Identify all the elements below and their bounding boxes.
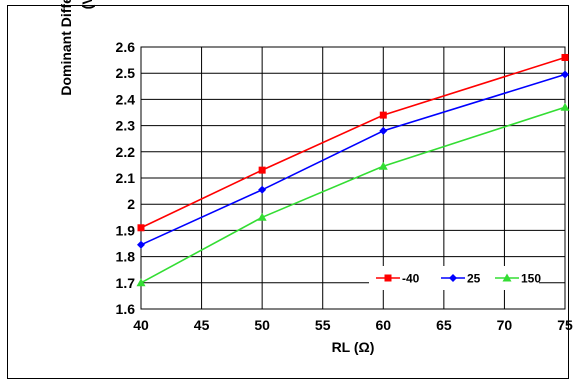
x-tick-label: 40 — [133, 317, 149, 333]
x-tick-label: 75 — [557, 317, 573, 333]
data-point — [560, 102, 570, 111]
data-point — [379, 111, 387, 119]
x-tick-label: 55 — [315, 317, 331, 333]
y-tick-label: 2 — [127, 196, 135, 212]
legend-label: 25 — [467, 272, 481, 286]
grid — [140, 46, 566, 310]
data-point — [561, 70, 569, 79]
data-point — [257, 212, 267, 221]
y-tick-label: 2.5 — [116, 65, 136, 81]
legend-label: -40 — [402, 272, 420, 286]
data-point — [258, 185, 267, 194]
series-line — [140, 73, 566, 246]
legend-marker — [449, 274, 457, 282]
x-tick-labels: 40 45 50 55 60 65 70 75 — [133, 317, 573, 333]
series-line — [140, 106, 566, 284]
x-tick-label: 50 — [254, 317, 270, 333]
y-tick-label: 2.6 — [116, 39, 136, 55]
series-1 — [137, 70, 569, 249]
x-tick-label: 45 — [194, 317, 210, 333]
legend-label: 150 — [521, 272, 541, 286]
x-tick-label: 60 — [375, 317, 391, 333]
series-line — [140, 56, 566, 229]
x-tick-label: 65 — [436, 317, 452, 333]
x-axis-title: RL (Ω) — [332, 339, 375, 355]
data-point — [137, 240, 145, 249]
legend-marker — [502, 273, 512, 282]
legend: -40 25 150 — [369, 266, 541, 290]
y-tick-label: 1.6 — [116, 301, 136, 317]
x-tick-label: 70 — [497, 317, 513, 333]
y-tick-labels: 1.6 1.7 1.8 1.9 2 2.1 2.2 2.3 2.4 2.5 2.6 — [116, 39, 136, 317]
data-point — [137, 224, 145, 232]
series-2 — [136, 102, 570, 287]
data-point — [378, 161, 388, 170]
data-point — [136, 278, 146, 287]
legend-marker — [384, 274, 392, 282]
y-tick-label: 2.3 — [116, 118, 136, 134]
y-tick-label: 2.2 — [116, 144, 136, 160]
series-0 — [137, 53, 569, 232]
y-tick-label: 1.9 — [116, 222, 136, 238]
y-axis-title-line-1: Dominant Differential Output — [58, 0, 74, 96]
series-layer — [136, 53, 570, 287]
y-axis-title-line-2: (V) — [79, 0, 95, 9]
y-tick-label: 1.8 — [116, 249, 136, 265]
y-tick-label: 1.7 — [116, 275, 136, 291]
y-tick-label: 2.4 — [116, 91, 136, 107]
data-point — [258, 166, 266, 174]
data-point — [379, 126, 388, 135]
y-tick-label: 2.1 — [116, 170, 136, 186]
data-point — [561, 53, 569, 61]
